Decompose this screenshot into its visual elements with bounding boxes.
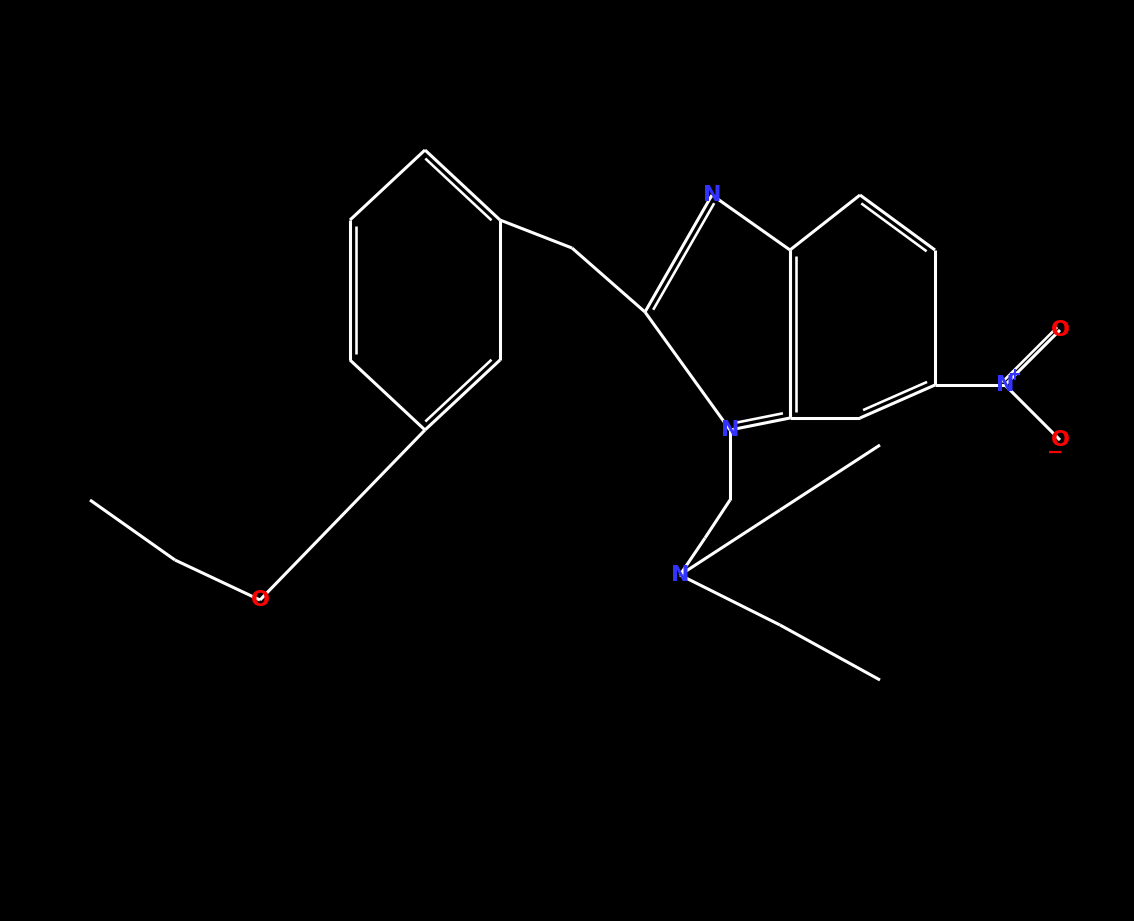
Text: N: N (996, 375, 1014, 395)
Text: O: O (251, 590, 270, 610)
Text: N: N (670, 565, 689, 585)
Text: +: + (1007, 366, 1021, 384)
Text: N: N (721, 420, 739, 440)
Text: N: N (703, 185, 721, 205)
Text: O: O (1050, 430, 1069, 450)
Text: −: − (1047, 442, 1064, 461)
Text: O: O (1050, 320, 1069, 340)
